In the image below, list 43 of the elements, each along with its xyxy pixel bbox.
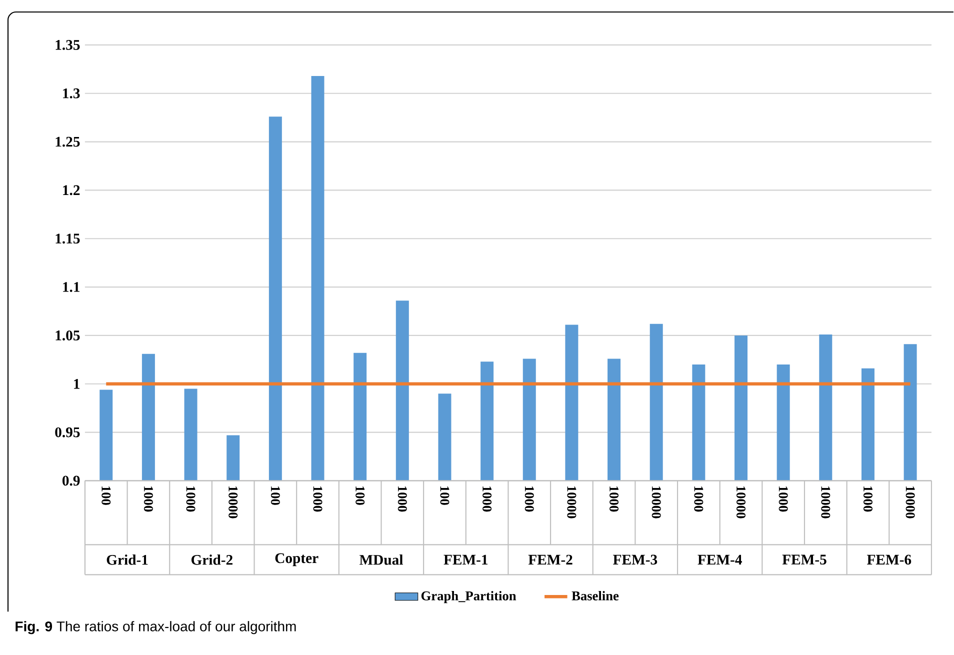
- x-tick-label: 1000: [524, 486, 534, 512]
- y-tick-label: 1.2: [63, 185, 80, 196]
- x-tick-label: 100: [102, 486, 111, 506]
- x-tick-label: 1000: [863, 486, 872, 512]
- text: Copter: [275, 553, 318, 566]
- x-tick-label: 10000: [228, 486, 238, 518]
- y-tick-label: 1.1: [63, 282, 80, 292]
- y-tick-label: 0.9: [62, 476, 80, 486]
- y-tick-label: 0.95: [55, 428, 80, 438]
- y-tick-label: 1.3: [63, 88, 80, 99]
- x-tick-label: 1000: [186, 486, 196, 512]
- text: FEM-5: [782, 554, 826, 565]
- text: Grid-2: [191, 554, 232, 566]
- y-tick-label: 1.35: [56, 40, 80, 50]
- x-tick-label: 10000: [736, 486, 746, 518]
- x-tick-label: 1000: [694, 486, 704, 512]
- x-tick-label: 100: [270, 486, 280, 506]
- text: FEM-1: [444, 555, 488, 565]
- text: FEM-6: [867, 554, 912, 565]
- x-tick-label: 10000: [567, 486, 576, 518]
- x-tick-label: 10000: [821, 486, 830, 518]
- x-tick-label: 1000: [482, 486, 492, 512]
- text: Fig. 9 The ratios of max-load of our algorithm: [16, 621, 296, 634]
- legend-label: Baseline: [572, 591, 619, 601]
- x-tick-label: 1000: [313, 486, 322, 512]
- legend-label: Graph_Partition: [421, 591, 516, 604]
- x-tick-label: 100: [440, 486, 450, 506]
- y-tick-label: 1.05: [56, 330, 80, 341]
- text: FEM-4: [698, 555, 742, 565]
- x-tick-label: 1000: [144, 486, 153, 512]
- x-tick-label: 10000: [652, 486, 661, 518]
- text: Grid-1: [106, 554, 148, 566]
- x-tick-label: 1000: [778, 486, 788, 512]
- x-tick-label: 1000: [610, 486, 619, 512]
- y-tick-label: 1.15: [56, 234, 80, 244]
- x-tick-label: 10000: [906, 486, 915, 518]
- text: FEM-2: [528, 555, 572, 565]
- y-tick-label: 1: [74, 379, 80, 389]
- text: MDual: [360, 554, 403, 566]
- x-tick-label: 100: [356, 486, 365, 506]
- text: FEM-3: [613, 554, 658, 565]
- x-tick-label: 1000: [398, 486, 407, 512]
- y-tick-label: 1.25: [56, 137, 80, 147]
